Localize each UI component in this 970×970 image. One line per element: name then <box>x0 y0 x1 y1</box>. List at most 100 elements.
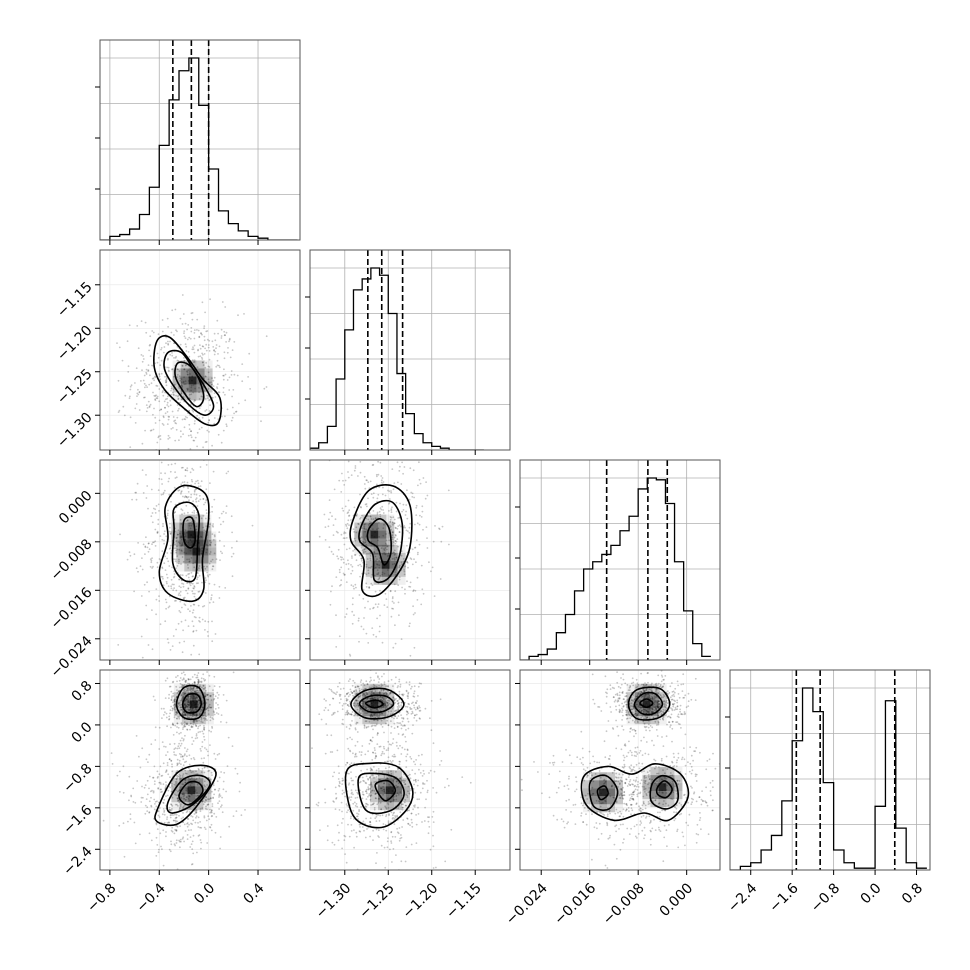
scatter-point <box>165 535 168 538</box>
scatter-point <box>360 565 363 568</box>
scatter-point <box>368 783 371 786</box>
scatter-point <box>211 558 214 561</box>
density-block <box>204 384 213 393</box>
scatter-point <box>362 597 365 600</box>
scatter-point <box>398 578 401 581</box>
scatter-point <box>171 309 174 312</box>
scatter-point <box>342 723 345 726</box>
scatter-point <box>376 852 378 854</box>
scatter-point <box>203 503 205 506</box>
scatter-point <box>198 494 201 497</box>
scatter-point <box>344 479 347 482</box>
scatter-point <box>197 691 200 693</box>
scatter-point <box>348 835 351 838</box>
scatter-point <box>364 805 367 808</box>
scatter-point <box>402 503 405 506</box>
scatter-point <box>183 840 186 843</box>
scatter-point <box>154 399 157 402</box>
scatter-point <box>189 448 192 450</box>
scatter-point <box>175 540 178 542</box>
scatter-point <box>369 715 372 718</box>
scatter-point <box>192 687 195 690</box>
scatter-point <box>357 617 360 620</box>
scatter-point <box>385 815 387 818</box>
density-block <box>184 563 193 572</box>
scatter-point <box>176 758 179 761</box>
scatter-point <box>361 776 364 779</box>
scatter-point <box>136 392 139 395</box>
scatter-point <box>151 648 154 651</box>
scatter-point <box>415 842 418 844</box>
scatter-point <box>385 693 388 696</box>
scatter-point <box>187 829 190 831</box>
scatter-point <box>203 766 206 769</box>
scatter-point <box>168 436 171 439</box>
scatter-point <box>395 795 398 798</box>
scatter-point <box>393 522 396 525</box>
scatter-point <box>186 817 189 820</box>
scatter-point <box>345 613 348 615</box>
scatter-point <box>391 861 393 863</box>
scatter-point <box>154 528 157 531</box>
scatter-point <box>163 745 165 748</box>
scatter-point <box>193 804 196 807</box>
scatter-point <box>409 708 412 710</box>
contour-line <box>182 516 196 549</box>
scatter-point <box>388 510 390 512</box>
scatter-point <box>381 771 384 773</box>
scatter-point <box>404 705 407 708</box>
scatter-point <box>173 587 176 589</box>
panel-content <box>100 670 300 870</box>
scatter-point <box>174 462 177 465</box>
scatter-point <box>401 693 403 696</box>
scatter-point <box>199 680 202 683</box>
scatter-point <box>209 404 212 407</box>
scatter-point <box>365 712 368 714</box>
scatter-point <box>393 710 396 713</box>
scatter-point <box>416 784 419 787</box>
scatter-point <box>359 506 362 508</box>
density-block <box>171 514 180 523</box>
scatter-point <box>182 805 185 808</box>
scatter-point <box>224 587 227 589</box>
scatter-point <box>161 717 163 719</box>
scatter-point <box>406 794 409 797</box>
scatter-point <box>402 779 405 782</box>
scatter-point <box>352 528 355 531</box>
scatter-point <box>178 375 181 378</box>
scatter-point <box>404 724 406 727</box>
scatter-point <box>179 775 182 777</box>
scatter-point <box>431 566 434 569</box>
scatter-point <box>345 699 348 701</box>
scatter-point <box>168 809 171 811</box>
scatter-point <box>157 814 160 817</box>
scatter-point <box>360 708 362 710</box>
scatter-point <box>367 566 370 569</box>
scatter-point <box>334 808 337 810</box>
scatter-point <box>367 750 369 753</box>
density-block <box>378 514 387 523</box>
scatter-point <box>222 780 225 783</box>
scatter-point <box>158 558 161 560</box>
scatter-point <box>406 818 409 820</box>
scatter-point <box>366 828 368 830</box>
scatter-point <box>158 726 161 729</box>
scatter-point <box>364 487 367 490</box>
scatter-point <box>182 495 184 498</box>
scatter-point <box>218 366 221 369</box>
scatter-point <box>197 835 200 837</box>
scatter-point <box>379 814 381 817</box>
scatter-point <box>191 689 194 691</box>
scatter-point <box>332 534 335 536</box>
scatter-point <box>365 687 367 690</box>
scatter-point <box>184 679 187 682</box>
scatter-point <box>182 629 185 632</box>
scatter-point <box>183 368 186 371</box>
scatter-point <box>171 354 174 357</box>
scatter-point <box>163 346 166 348</box>
scatter-point <box>110 752 113 754</box>
scatter-point <box>388 699 391 702</box>
scatter-point <box>146 485 149 487</box>
density-block <box>173 708 182 717</box>
scatter-point <box>218 539 221 542</box>
